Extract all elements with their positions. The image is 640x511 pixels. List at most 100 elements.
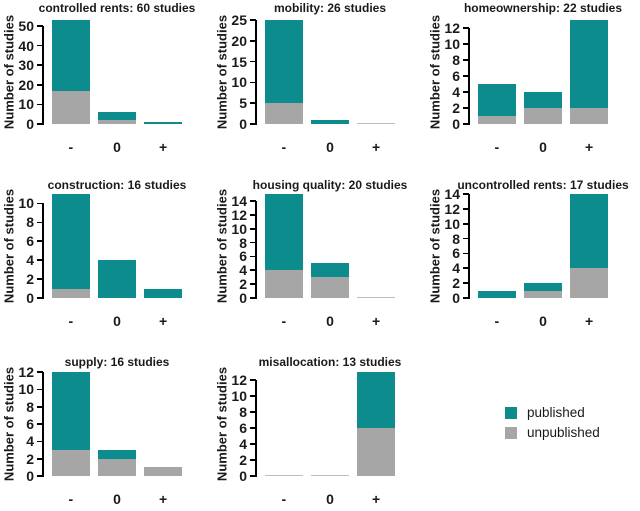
bar-segment-unpublished <box>264 103 304 124</box>
y-axis-tick-label: 25 <box>231 12 247 28</box>
y-axis-tick <box>462 222 469 225</box>
y-axis-tick-label: 2 <box>239 276 247 293</box>
y-axis-tick <box>249 40 256 42</box>
x-tick-label: 0 <box>113 491 121 507</box>
bar-segment-published <box>523 283 563 291</box>
x-tick-label: - <box>68 139 74 155</box>
chart-title: controlled rents: 60 studies <box>38 1 196 15</box>
chart-panel-homeownership: homeownership: 22 studies Number of studi… <box>426 0 639 171</box>
bar-segment-unpublished <box>143 467 183 476</box>
y-axis-tick <box>249 283 256 286</box>
chart-panel-uncontrolled-rents: uncontrolled rents: 17 studies Number of … <box>426 170 639 341</box>
y-axis-tick <box>36 440 43 443</box>
y-axis-line <box>42 372 45 477</box>
x-tick-label: + <box>159 491 168 507</box>
zero-bar-line <box>356 296 396 298</box>
x-tick-label: + <box>585 139 594 155</box>
y-axis-tick <box>462 75 469 77</box>
y-axis-tick <box>36 457 43 460</box>
y-axis-tick <box>36 83 43 86</box>
bar-segment-unpublished <box>51 450 91 476</box>
y-axis-tick-label: 6 <box>452 245 460 262</box>
y-axis-tick-label: 0 <box>26 290 34 306</box>
y-axis-tick <box>36 278 43 280</box>
chart-title: supply: 16 studies <box>64 355 170 369</box>
bar-segment-published <box>97 112 137 121</box>
bar-segment-published <box>523 92 563 108</box>
y-axis-tick-label: 14 <box>444 186 460 202</box>
x-tick-label: 0 <box>326 139 334 155</box>
bar-segment-unpublished <box>477 116 517 124</box>
chart-title: housing quality: 20 studies <box>252 178 408 192</box>
y-axis-tick-label: 12 <box>231 206 247 223</box>
y-axis-tick <box>249 255 256 258</box>
y-axis-tick-label: 4 <box>239 262 247 279</box>
bar-segment-unpublished <box>51 288 91 298</box>
y-axis-tick <box>36 259 43 262</box>
y-axis-tick <box>249 269 256 272</box>
bar-segment-unpublished <box>569 268 609 298</box>
y-axis-tick-label: 8 <box>452 52 460 68</box>
y-axis-line <box>255 20 258 125</box>
y-axis-tick-label: 8 <box>239 404 247 420</box>
y-axis-tick-label: 2 <box>26 450 34 467</box>
y-axis-tick <box>249 60 256 63</box>
y-axis-tick <box>462 27 469 29</box>
chart-panel-controlled-rents: controlled rents: 60 studies Number of st… <box>0 0 213 171</box>
y-axis-tick-label: 8 <box>26 214 34 231</box>
y-axis-tick-label: 0 <box>452 290 460 306</box>
y-axis-tick-label: 10 <box>231 74 247 91</box>
bar-segment-unpublished <box>264 270 304 298</box>
y-axis-line <box>42 25 45 125</box>
bar-segment-published <box>97 450 137 459</box>
y-axis-tick <box>249 443 256 445</box>
bar-segment-published <box>310 263 350 278</box>
legend-label-published: published <box>527 404 585 420</box>
x-tick-label: 0 <box>539 139 547 155</box>
y-axis-tick <box>36 25 43 27</box>
y-axis-tick-label: 10 <box>18 381 34 398</box>
y-axis-tick-label: 6 <box>452 68 460 84</box>
x-tick-label: 0 <box>113 313 121 329</box>
y-axis-tick <box>36 103 43 106</box>
bar-segment-published <box>97 260 137 298</box>
bar-segment-published <box>477 84 517 116</box>
y-axis-tick-label: 10 <box>444 36 460 52</box>
chart-title: homeownership: 22 studies <box>463 1 623 15</box>
x-tick-label: - <box>281 313 287 329</box>
y-axis-tick-label: 2 <box>239 452 247 468</box>
y-axis-tick-label: 14 <box>231 192 247 209</box>
y-axis-tick-label: 50 <box>18 17 34 34</box>
x-tick-label: 0 <box>326 491 334 507</box>
y-axis-tick <box>249 459 256 461</box>
bar-segment-published <box>356 372 396 428</box>
y-axis-tick <box>36 240 43 243</box>
bar-segment-unpublished <box>523 108 563 124</box>
y-axis-tick-label: 6 <box>26 416 34 432</box>
x-tick-label: 0 <box>326 313 334 329</box>
y-axis-tick <box>36 123 43 125</box>
x-tick-label: + <box>159 139 168 155</box>
y-axis-tick <box>36 202 43 205</box>
bar-segment-published <box>264 194 304 271</box>
bar-segment-unpublished <box>523 290 563 298</box>
y-axis-tick <box>462 43 469 45</box>
y-axis-tick <box>36 405 43 408</box>
chart-title: mobility: 26 studies <box>273 1 387 15</box>
y-axis-tick-label: 5 <box>239 95 247 112</box>
y-axis-tick-label: 20 <box>231 32 247 49</box>
chart-panel-construction: construction: 16 studies Number of studie… <box>0 170 213 341</box>
y-axis-tick <box>249 297 256 299</box>
bar-segment-unpublished <box>569 108 609 124</box>
y-axis-tick-label: 10 <box>231 220 247 237</box>
x-tick-label: + <box>372 313 381 329</box>
y-axis-tick <box>462 237 469 240</box>
y-axis-tick <box>249 81 256 84</box>
y-axis-tick-label: 4 <box>26 433 34 450</box>
bar-segment-unpublished <box>310 277 350 298</box>
y-axis-tick-label: 12 <box>18 364 34 380</box>
bar-segment-published <box>143 122 183 124</box>
y-axis-tick <box>462 252 469 255</box>
x-tick-label: - <box>281 139 287 155</box>
